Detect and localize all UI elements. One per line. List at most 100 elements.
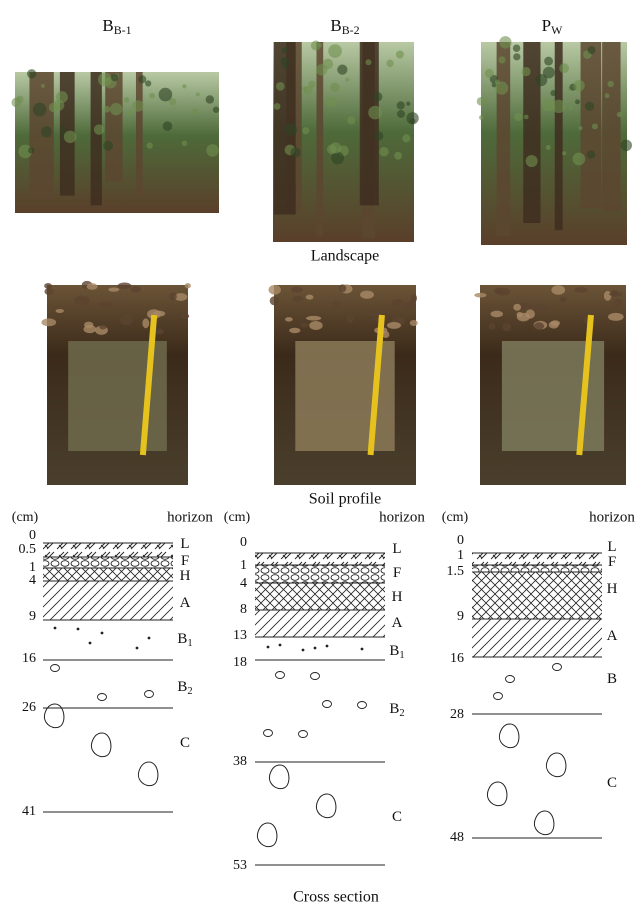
horizon-label: A (392, 615, 403, 631)
depth-label: 28 (450, 707, 464, 722)
horizon-label: A (607, 628, 618, 644)
foliage (498, 56, 506, 64)
layer-fill (472, 619, 602, 657)
foliage (315, 64, 328, 76)
soil-photo (268, 284, 418, 485)
foliage (542, 66, 555, 79)
foliage (63, 130, 77, 144)
pebble (357, 701, 367, 709)
pebble (275, 671, 285, 679)
foliage (402, 134, 411, 143)
layer-fill (43, 568, 173, 581)
foliage (149, 92, 155, 99)
column-header: PW (542, 16, 563, 37)
leaf (488, 323, 496, 330)
foliage (40, 83, 45, 88)
horizon-label-main: L (607, 539, 616, 555)
leaf (99, 324, 107, 330)
layer-fill (43, 557, 173, 568)
leaf (391, 299, 405, 307)
leaf (612, 298, 623, 307)
leaf (180, 313, 190, 319)
depth-label: 16 (450, 651, 464, 666)
layer-fill (472, 565, 602, 572)
depth-label: 1 (457, 548, 464, 563)
pebble (310, 672, 320, 680)
pebble (50, 664, 60, 672)
horizon-label: C (392, 809, 402, 825)
leaf (306, 315, 322, 321)
pebble (493, 692, 503, 700)
column-header-main: B (330, 16, 341, 35)
foliage (406, 101, 411, 106)
caption: Soil profile (309, 491, 381, 508)
horizon-header: horizon (589, 509, 635, 525)
depth-label: 9 (457, 609, 464, 624)
horizon-label: L (180, 536, 189, 552)
horizon-label-main: F (608, 554, 616, 570)
horizon-label: B2 (177, 679, 192, 697)
depth-label: 18 (233, 655, 247, 670)
depth-label: 1 (29, 560, 36, 575)
depth-label: 0 (457, 533, 464, 548)
leaf (184, 283, 191, 289)
foliage (521, 66, 531, 77)
unit-label: (cm) (12, 510, 39, 525)
leaf (289, 327, 301, 334)
foliage (280, 57, 290, 66)
leaf (346, 314, 354, 324)
foliage (379, 147, 389, 157)
leaf (44, 283, 53, 289)
foliage (93, 124, 105, 135)
foliage (337, 64, 348, 75)
stone (137, 761, 159, 787)
horizon-label: B1 (389, 643, 404, 661)
foliage (132, 100, 144, 112)
horizon-label-main: H (392, 589, 403, 605)
foliage (559, 63, 570, 74)
dot (325, 644, 329, 648)
stone (268, 764, 290, 790)
leaf (86, 283, 98, 290)
leaf (120, 315, 133, 326)
stone (545, 752, 567, 778)
tree-trunk (105, 72, 123, 182)
landscape-photo (11, 69, 220, 213)
column-header: BB-2 (330, 16, 359, 37)
leaf (130, 286, 142, 293)
leaf (551, 285, 566, 295)
leaf (41, 318, 57, 327)
foliage (544, 56, 553, 66)
tree-trunk (496, 42, 511, 237)
leaf (290, 286, 303, 293)
foliage (514, 112, 523, 122)
pebble (552, 663, 562, 671)
leaf (608, 292, 623, 297)
foliage (578, 126, 583, 131)
foliage (491, 82, 497, 88)
leaf (532, 304, 548, 313)
horizon-label-main: C (180, 735, 190, 751)
dot (100, 631, 104, 635)
stone (486, 781, 508, 807)
foliage (545, 144, 551, 150)
dot (53, 626, 57, 630)
foliage (195, 92, 200, 97)
horizon-label-main: A (180, 595, 191, 611)
dot (147, 636, 151, 640)
stone (43, 703, 65, 729)
leaf (98, 301, 113, 307)
horizon-label-main: B (389, 701, 399, 717)
foliage (60, 126, 66, 132)
foliage (395, 50, 404, 59)
column-header-main: P (542, 16, 551, 35)
horizon-label-main: B (607, 671, 617, 687)
caption: Cross section (293, 889, 379, 906)
foliage (552, 99, 566, 114)
column-header-sub: B-2 (342, 23, 360, 37)
dot (76, 627, 80, 631)
depth-label: 4 (29, 573, 36, 588)
dot (301, 648, 305, 652)
leaf (548, 321, 559, 329)
foliage (372, 91, 383, 102)
